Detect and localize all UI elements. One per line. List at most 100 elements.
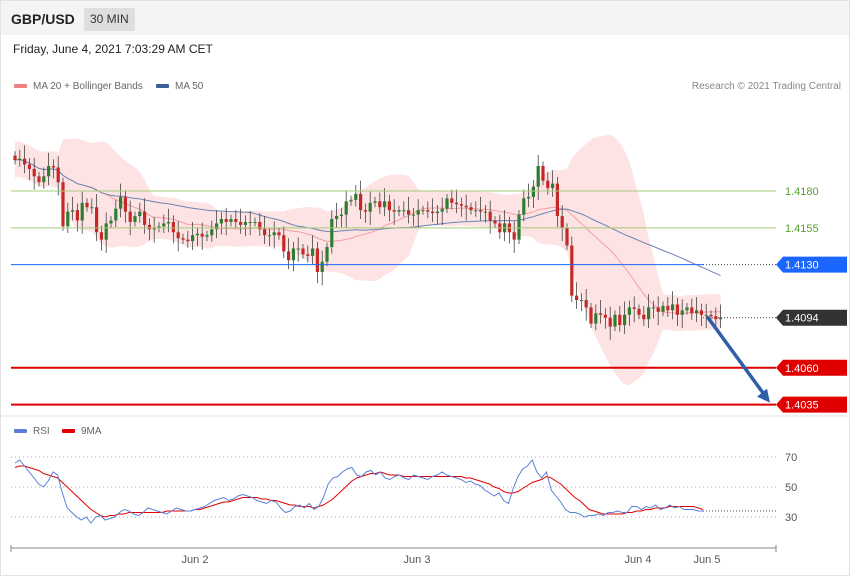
candle-body bbox=[459, 204, 463, 206]
candle-body bbox=[531, 186, 535, 197]
candle-body bbox=[637, 308, 641, 315]
candle-body bbox=[13, 155, 17, 161]
candle-body bbox=[272, 232, 276, 236]
candle-body bbox=[311, 248, 315, 256]
candle-body bbox=[603, 314, 607, 318]
candle-body bbox=[536, 165, 540, 187]
candle-body bbox=[210, 229, 214, 236]
x-tick-label: Jun 3 bbox=[404, 554, 431, 566]
chart-credit: Research © 2021 Trading Central bbox=[691, 81, 841, 92]
candle-body bbox=[18, 158, 22, 161]
candle-body bbox=[608, 317, 612, 327]
candle-body bbox=[455, 202, 459, 205]
level-1-4094-label: 1.4094 bbox=[785, 313, 819, 325]
ma9-legend-label: 9MA bbox=[81, 426, 102, 437]
candle-body bbox=[517, 214, 521, 240]
candle-body bbox=[407, 210, 411, 215]
candle-body bbox=[445, 198, 449, 209]
candle-body bbox=[267, 235, 271, 237]
candle-body bbox=[546, 180, 550, 189]
candle-body bbox=[685, 307, 689, 311]
candle-body bbox=[195, 233, 199, 236]
candle-body bbox=[56, 167, 60, 183]
candle-body bbox=[599, 313, 603, 315]
candle-body bbox=[104, 223, 108, 240]
candle-body bbox=[128, 211, 132, 222]
candle-body bbox=[709, 314, 713, 317]
candle-body bbox=[296, 248, 300, 250]
candle-body bbox=[555, 183, 559, 217]
candle-body bbox=[301, 248, 305, 255]
candle-body bbox=[66, 211, 70, 227]
candle-body bbox=[671, 304, 675, 311]
rsi-tick-50: 50 bbox=[785, 482, 797, 494]
candle-body bbox=[282, 235, 286, 252]
ma50-swatch bbox=[156, 84, 169, 89]
candle-body bbox=[656, 307, 660, 312]
candles-group bbox=[13, 145, 723, 340]
candle-body bbox=[589, 307, 593, 324]
candle-body bbox=[411, 214, 415, 216]
bollinger-legend-label: MA 20 + Bollinger Bands bbox=[33, 81, 143, 92]
candle-body bbox=[109, 220, 113, 224]
candle-body bbox=[349, 199, 353, 202]
candle-body bbox=[575, 295, 579, 301]
candle-body bbox=[541, 165, 545, 181]
candle-body bbox=[690, 307, 694, 314]
candle-body bbox=[488, 211, 492, 221]
bollinger-band-area bbox=[15, 134, 721, 386]
ma9-swatch bbox=[62, 429, 75, 434]
candle-body bbox=[61, 182, 65, 227]
candle-body bbox=[651, 307, 655, 309]
candle-body bbox=[263, 229, 267, 236]
ma50-legend-label: MA 50 bbox=[175, 81, 204, 92]
candle-body bbox=[719, 317, 723, 320]
ma20-line bbox=[14, 158, 721, 315]
candle-body bbox=[383, 201, 387, 208]
candle-body bbox=[627, 307, 631, 315]
candle-body bbox=[147, 224, 151, 230]
candle-body bbox=[27, 164, 31, 169]
candle-body bbox=[42, 176, 46, 183]
candle-body bbox=[363, 210, 367, 212]
symbol-label: GBP/USD bbox=[11, 11, 75, 27]
level-1-4035-label: 1.4035 bbox=[785, 400, 819, 412]
candle-body bbox=[647, 307, 651, 320]
candle-body bbox=[699, 310, 703, 315]
candle-body bbox=[162, 223, 166, 227]
candle-body bbox=[234, 219, 238, 222]
level-1-4060-label: 1.4060 bbox=[785, 363, 819, 375]
candle-body bbox=[186, 239, 190, 242]
candle-body bbox=[416, 210, 420, 215]
rsi-swatch bbox=[14, 429, 27, 434]
candle-body bbox=[171, 221, 175, 233]
candle-body bbox=[560, 216, 564, 228]
candle-body bbox=[219, 219, 223, 224]
candle-body bbox=[421, 210, 425, 212]
candle-body bbox=[320, 261, 324, 273]
candle-body bbox=[75, 210, 79, 221]
x-tick-label: Jun 4 bbox=[625, 554, 652, 566]
candle-body bbox=[483, 211, 487, 213]
candle-body bbox=[565, 227, 569, 246]
candle-body bbox=[143, 211, 147, 225]
candle-body bbox=[330, 219, 334, 248]
candle-body bbox=[114, 208, 118, 221]
timeframe-button[interactable]: 30 MIN bbox=[84, 8, 135, 31]
level-1-4035-tag bbox=[776, 396, 847, 413]
candle-body bbox=[579, 300, 583, 302]
candle-body bbox=[248, 221, 252, 223]
candle-body bbox=[680, 310, 684, 315]
candle-body bbox=[71, 210, 75, 212]
candle-body bbox=[224, 219, 228, 222]
candle-body bbox=[479, 210, 483, 212]
forecast-arrow-head bbox=[757, 388, 770, 403]
candle-body bbox=[440, 208, 444, 212]
candle-body bbox=[373, 201, 377, 203]
candle-body bbox=[402, 210, 406, 212]
level-1-4155-label: 1.4155 bbox=[785, 223, 819, 235]
level-1-4094-tag bbox=[776, 309, 847, 326]
candle-body bbox=[354, 193, 358, 200]
candle-body bbox=[23, 158, 27, 165]
level-1-4180-label: 1.4180 bbox=[785, 186, 819, 198]
